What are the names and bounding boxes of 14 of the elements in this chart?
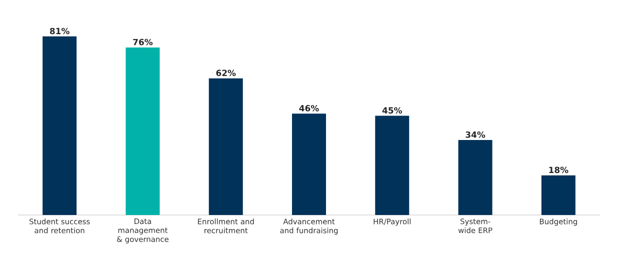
bar <box>541 175 576 215</box>
data-label: 81% <box>50 28 70 34</box>
bar <box>375 116 410 215</box>
data-label: 45% <box>382 107 402 114</box>
data-label: 76% <box>133 38 153 46</box>
bar <box>292 114 326 215</box>
bar <box>126 47 160 215</box>
data-label: 46% <box>299 104 319 112</box>
bar <box>208 78 243 215</box>
data-label: 62% <box>216 70 236 76</box>
data-label: 18% <box>549 166 568 174</box>
bar <box>42 36 77 215</box>
data-label: 34% <box>466 131 486 138</box>
bar <box>458 140 492 215</box>
